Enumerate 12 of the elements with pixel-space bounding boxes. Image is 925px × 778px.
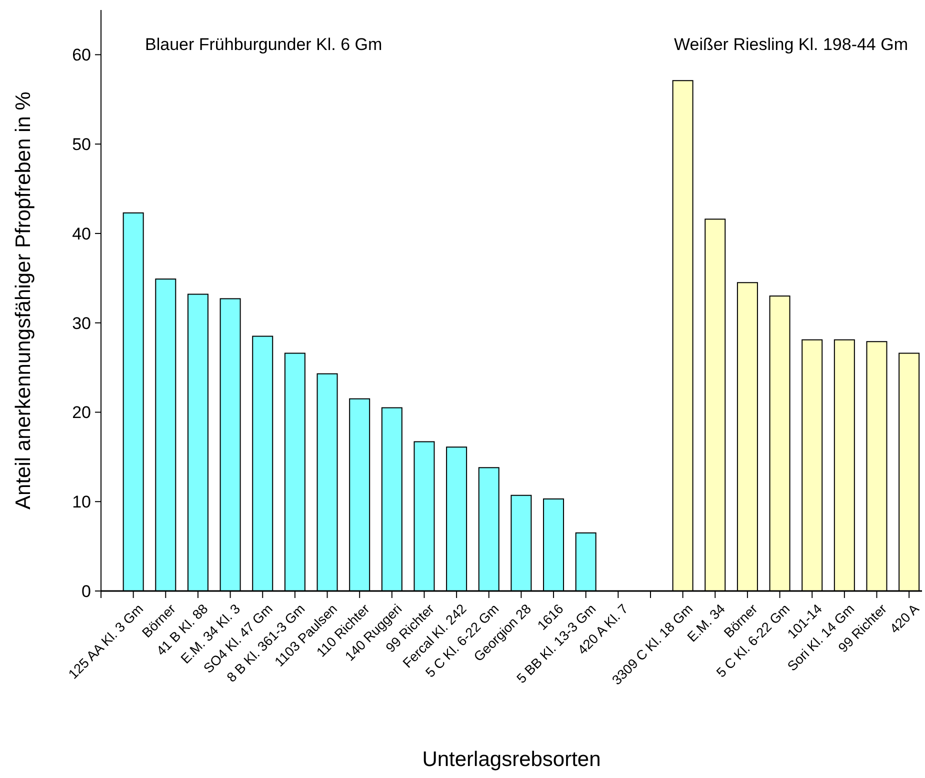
x-axis-title: Unterlagsrebsorten — [422, 748, 601, 771]
y-tick-label: 40 — [72, 224, 91, 244]
y-tick-label: 10 — [72, 492, 91, 512]
annotation: Weißer Riesling Kl. 198-44 Gm — [674, 35, 908, 54]
y-axis-title: Anteil anerkennungsfähiger Pfropfreben in % — [12, 92, 35, 510]
y-tick-label: 20 — [72, 403, 91, 422]
x-tick-label: 420 A — [886, 601, 922, 636]
y-tick-label: 0 — [82, 582, 91, 601]
y-tick-label: 50 — [72, 135, 91, 154]
y-tick-label: 30 — [72, 314, 91, 333]
y-tick-label: 60 — [72, 46, 91, 65]
annotation: Blauer Frühburgunder Kl. 6 Gm — [145, 35, 382, 54]
